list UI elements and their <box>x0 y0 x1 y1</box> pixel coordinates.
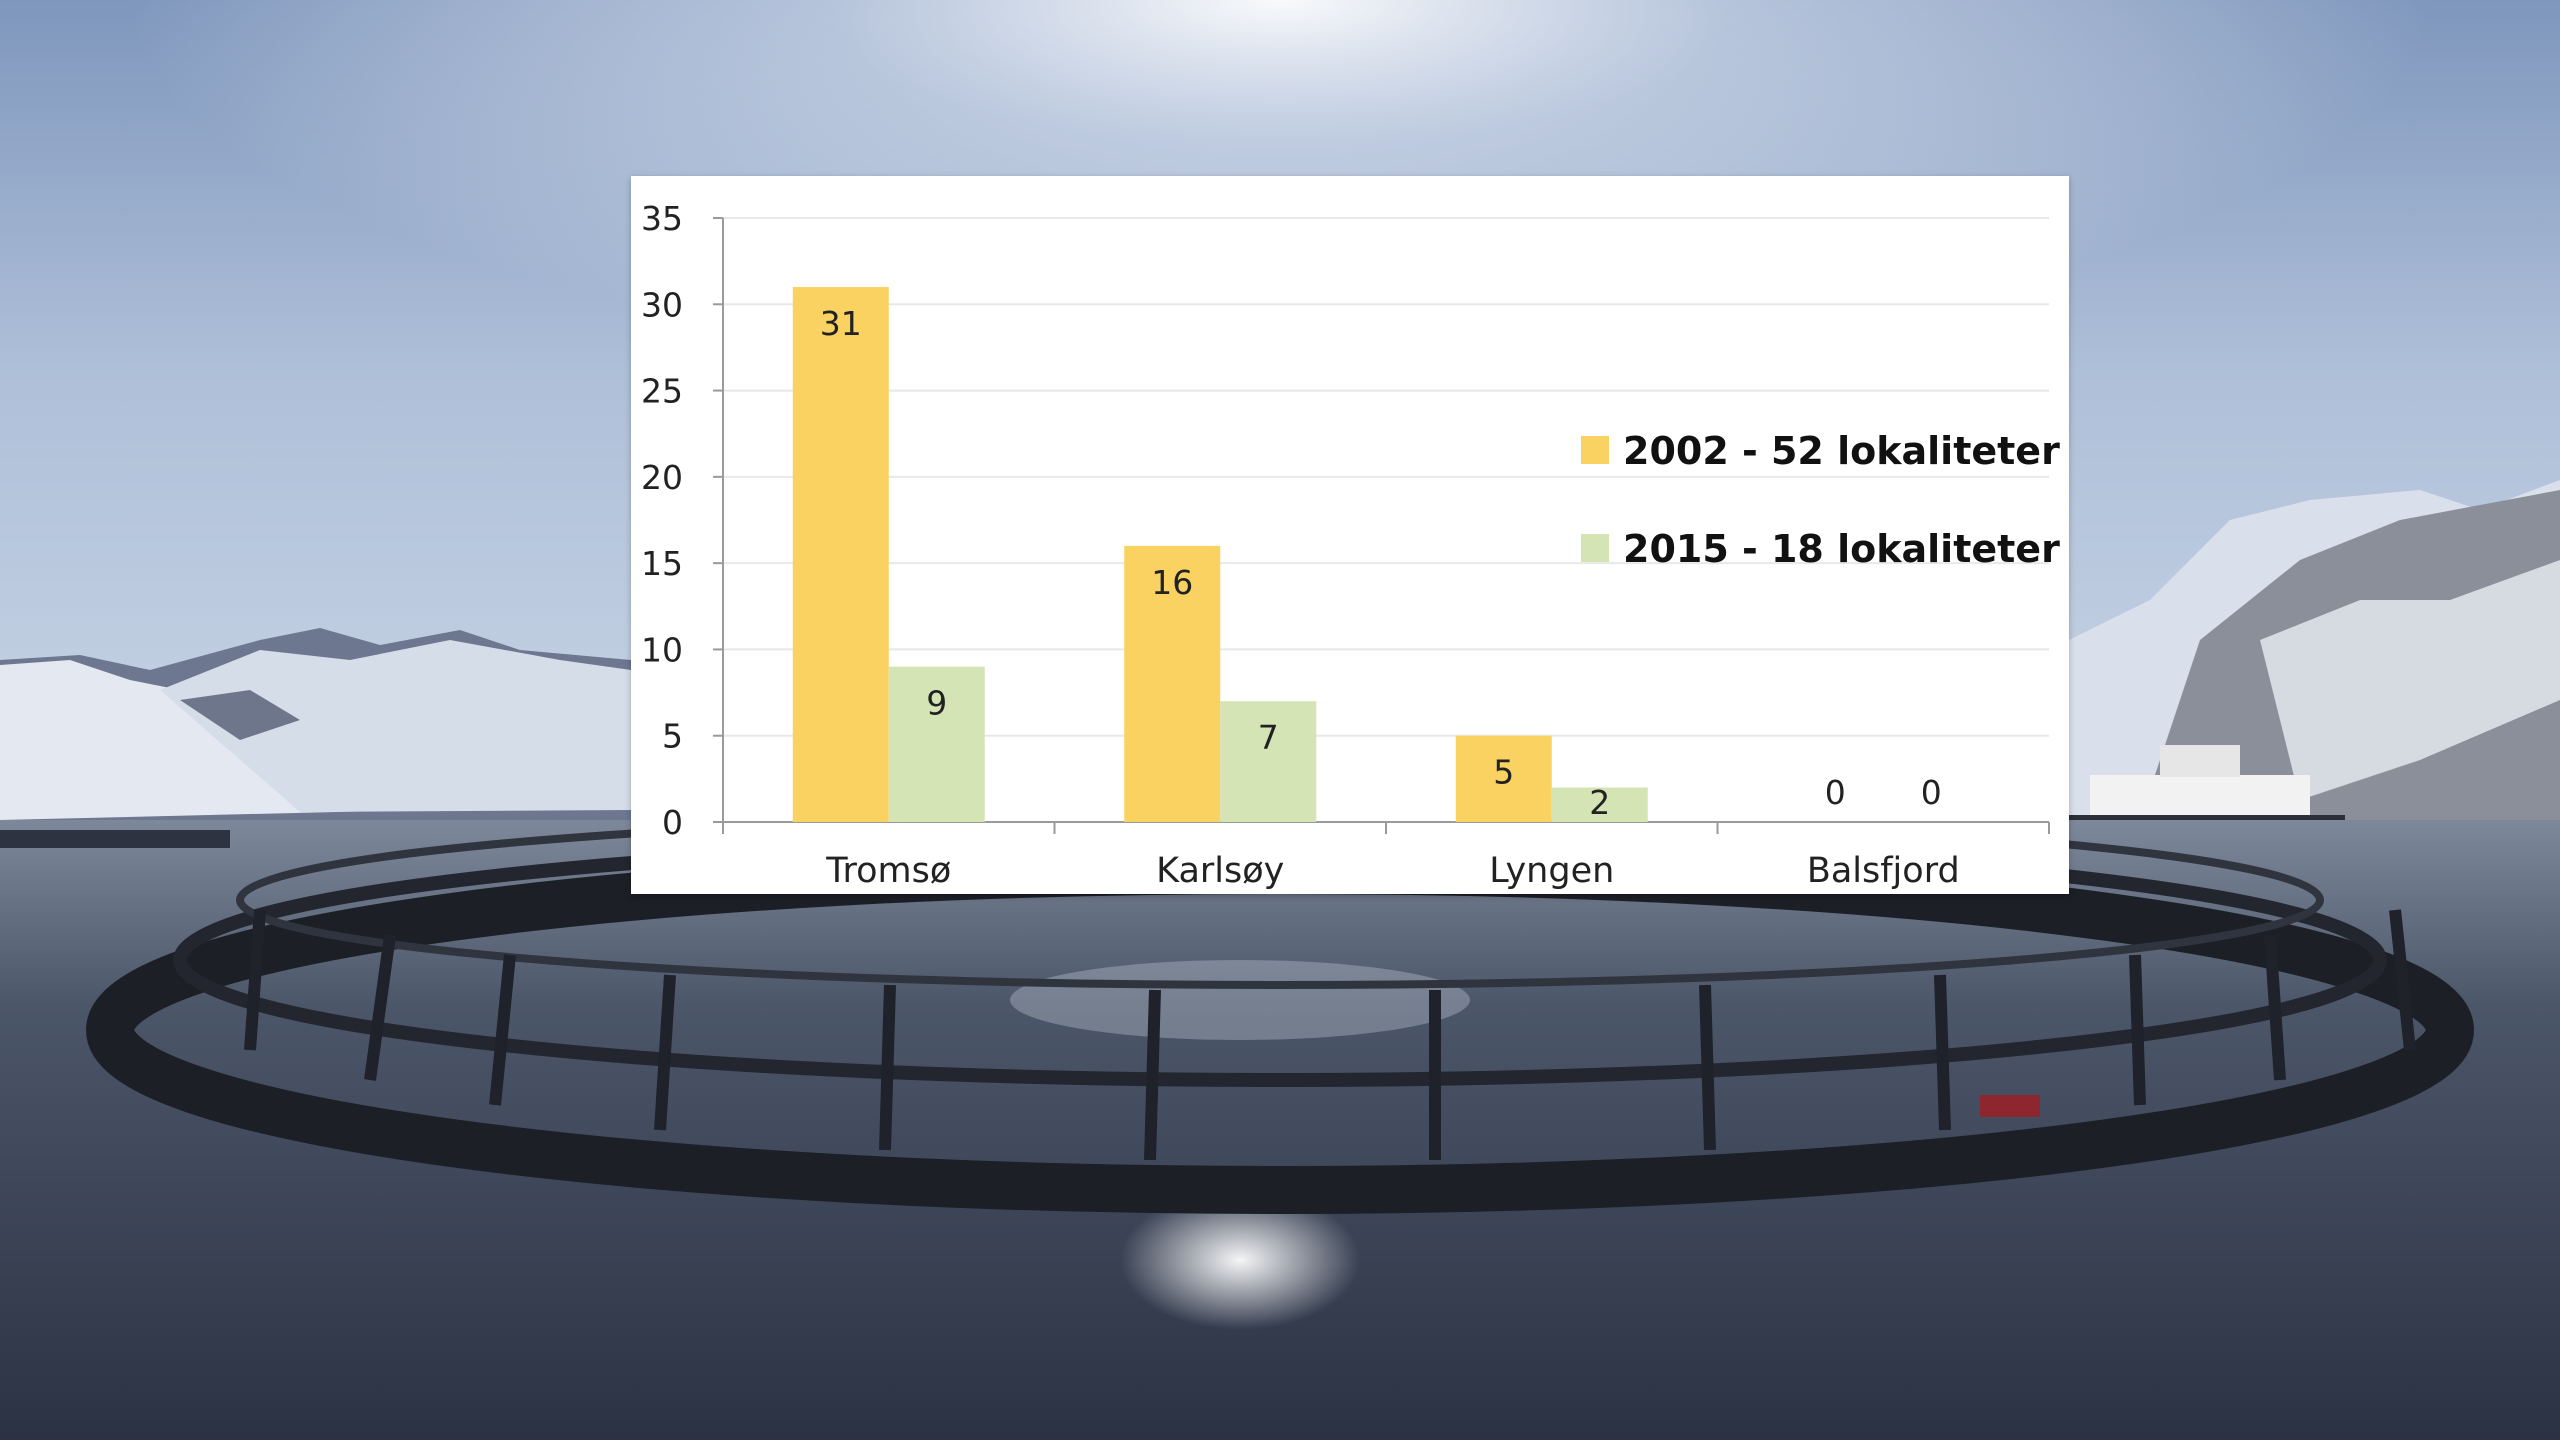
bar-2002 <box>1124 545 1221 822</box>
y-tick-label: 35 <box>641 199 683 238</box>
data-label: 5 <box>1493 753 1514 792</box>
bar-2015 <box>1551 787 1648 822</box>
chart-panel: 0 5 10 15 20 25 30 35 Tromsø Karlsøy Lyngen Balsfjo… <box>631 176 2069 894</box>
legend-label: 2002 - 52 lokaliteter <box>1623 429 2060 473</box>
x-category-label: Tromsø <box>825 851 951 891</box>
x-category-label: Balsfjord <box>1807 851 1960 891</box>
data-label: 9 <box>926 684 947 723</box>
y-tick-label: 10 <box>641 630 683 669</box>
data-label: 31 <box>820 304 862 343</box>
legend: 2002 - 52 lokaliteter 2015 - 18 lokalitet… <box>1581 429 2060 571</box>
legend-swatch <box>1581 436 1609 464</box>
bar-2002 <box>792 287 889 822</box>
data-label: 16 <box>1151 563 1193 602</box>
bar-2015 <box>888 666 985 822</box>
legend-swatch <box>1581 534 1609 562</box>
gridlines <box>723 217 2049 737</box>
y-tick-label: 15 <box>641 544 683 583</box>
y-tick-label: 5 <box>662 717 683 756</box>
y-tick-label: 20 <box>641 458 683 497</box>
y-tick-label: 0 <box>662 803 683 842</box>
legend-label: 2015 - 18 lokaliteter <box>1623 527 2060 571</box>
data-label: 2 <box>1589 783 1610 822</box>
data-label: 7 <box>1258 718 1279 757</box>
data-label: 0 <box>1825 773 1846 812</box>
bar-2002 <box>1455 735 1552 822</box>
data-label: 0 <box>1921 773 1942 812</box>
bar-2015 <box>1220 701 1317 822</box>
x-category-label: Lyngen <box>1489 851 1614 891</box>
y-tick-label: 25 <box>641 372 683 411</box>
x-category-label: Karlsøy <box>1156 851 1284 891</box>
bars <box>792 287 1648 822</box>
y-tick-label: 30 <box>641 285 683 324</box>
data-labels: 31 9 16 7 5 2 0 0 <box>820 304 1942 822</box>
